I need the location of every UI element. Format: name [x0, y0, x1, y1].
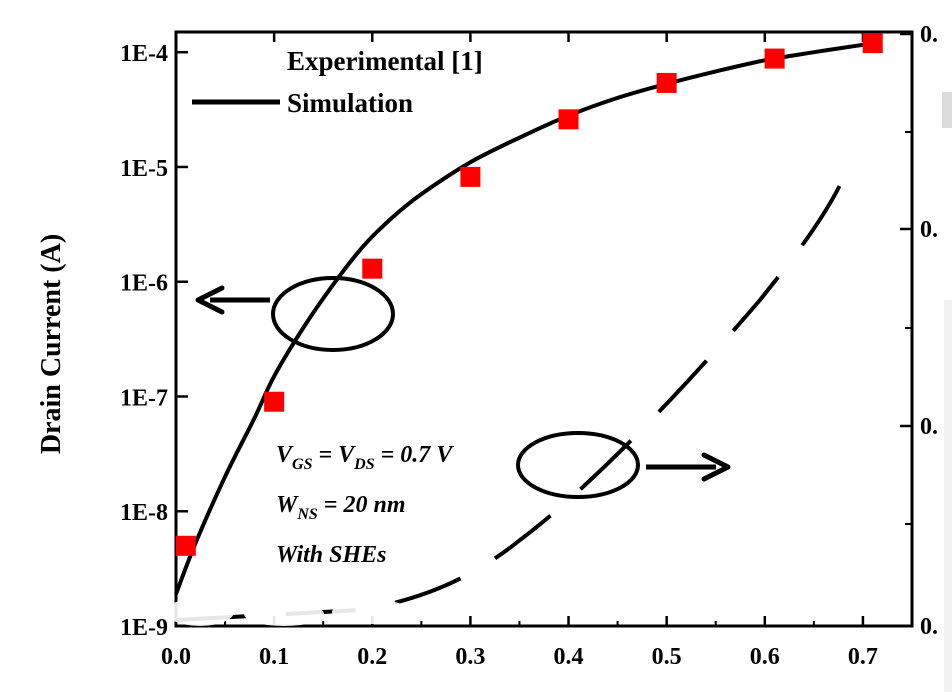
secondary-curve	[175, 167, 850, 622]
x-tick-label: 0.5	[652, 644, 682, 670]
x-tick-label: 0.1	[259, 644, 289, 670]
right-panel-edge	[942, 92, 952, 692]
annotation-wns: WNS = 20 nm	[276, 492, 406, 523]
experimental-point	[764, 48, 785, 69]
series-group	[174, 33, 883, 595]
annotation-with-shes: With SHEs	[276, 542, 387, 568]
y-tick-label: 1E-7	[120, 385, 168, 411]
left-series-circle	[271, 276, 395, 352]
haze-1	[166, 598, 234, 626]
x-tick-label: 0.3	[455, 644, 485, 670]
legend: Experimental [1] Simulation	[192, 46, 483, 118]
simulation-line	[174, 41, 878, 595]
x-tick-label: 0.6	[750, 644, 780, 670]
experimental-point	[656, 72, 677, 93]
experimental-point	[460, 166, 481, 187]
x-tick-label: 0.7	[848, 644, 878, 670]
y-axis-title: Drain Current (A)	[36, 234, 67, 454]
experimental-point	[362, 258, 383, 279]
tick-label-group: 0.0 0.1 0.2 0.3 0.4 0.5 0.6 0.7 1E-9 1E-8 1E-7 1E-6…	[120, 22, 938, 670]
y-tick-label: 1E-6	[120, 271, 168, 297]
haze-2	[244, 602, 324, 626]
experimental-point	[862, 33, 883, 54]
y-tick-label: 1E-4	[120, 41, 168, 67]
x-tick-label: 0.2	[357, 644, 387, 670]
haze-3	[332, 600, 412, 624]
experimental-point	[264, 391, 285, 412]
left-arrow-head	[195, 285, 225, 315]
y-tick-label: 1E-9	[120, 615, 168, 641]
x-tick-label: 0.0	[161, 644, 191, 670]
y-tick-label: 1E-8	[120, 500, 168, 526]
annotation-vgs-vds: VGS = VDS = 0.7 V	[276, 442, 454, 473]
x-tick-label: 0.4	[554, 644, 584, 670]
experimental-point	[558, 109, 579, 130]
legend-label-experimental: Experimental [1]	[287, 46, 483, 76]
right-series-circle	[516, 431, 640, 499]
right-tick-label: 0.	[920, 217, 938, 243]
right-arrow-head	[701, 452, 731, 482]
right-tick-label: 0.	[920, 614, 938, 640]
legend-label-simulation: Simulation	[287, 88, 413, 118]
experimental-point	[175, 535, 196, 556]
right-tick-label: 0.	[920, 22, 938, 48]
right-tick-label: 0.	[920, 414, 938, 440]
y-tick-label: 1E-5	[120, 156, 168, 182]
decoration-group	[166, 167, 850, 626]
annotation-conditions: VGS = VDS = 0.7 V WNS = 20 nm With SHEs	[276, 442, 454, 568]
